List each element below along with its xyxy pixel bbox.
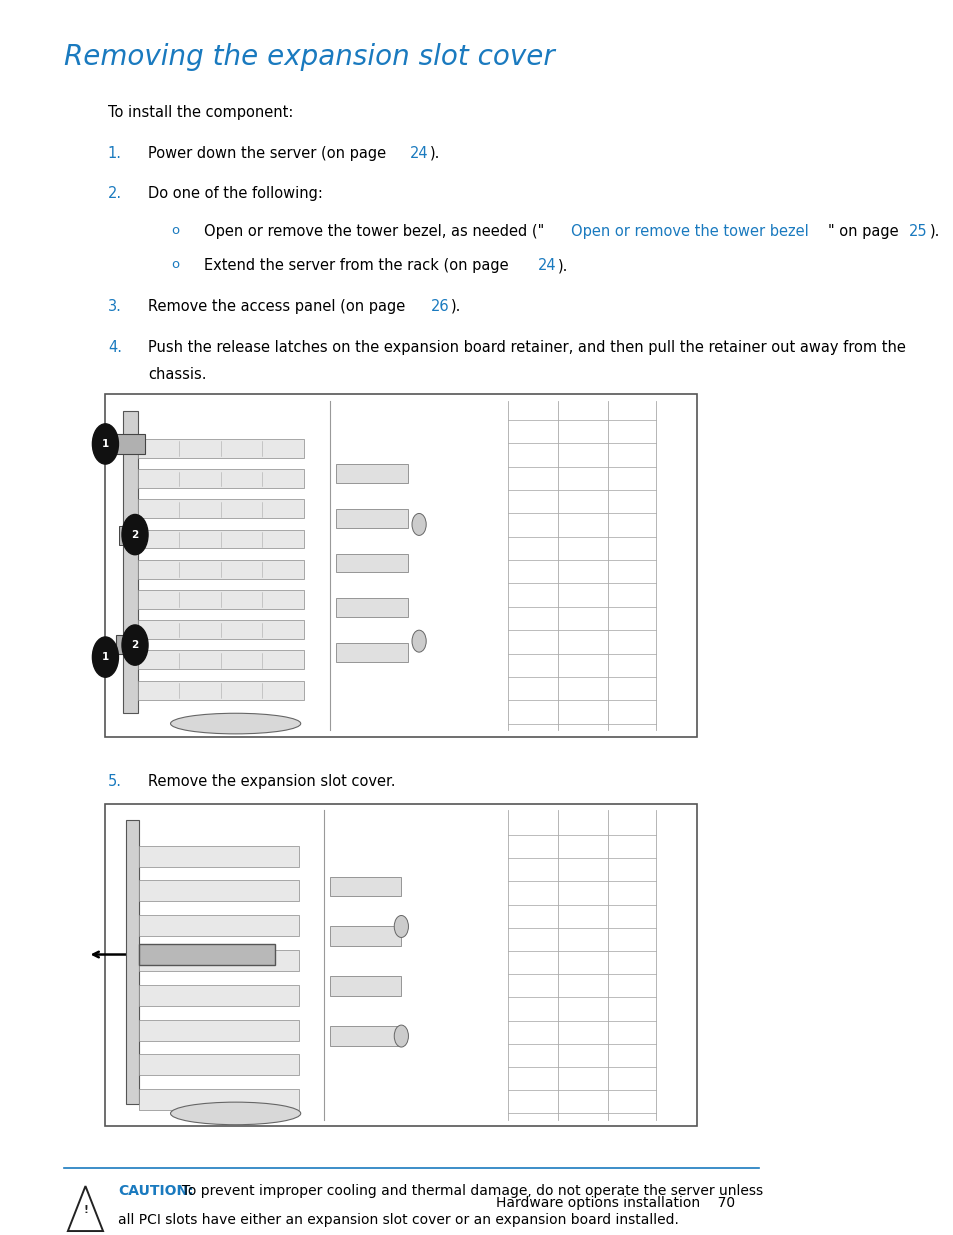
Bar xyxy=(335,464,408,483)
Bar xyxy=(138,469,303,488)
Ellipse shape xyxy=(171,1102,300,1125)
Text: 4.: 4. xyxy=(108,340,122,354)
Bar xyxy=(139,1020,298,1041)
Text: Power down the server (on page: Power down the server (on page xyxy=(148,146,390,161)
Text: Removing the expansion slot cover: Removing the expansion slot cover xyxy=(64,43,554,72)
Circle shape xyxy=(92,637,118,677)
Bar xyxy=(139,915,298,936)
Bar xyxy=(139,881,298,902)
Text: Remove the expansion slot cover.: Remove the expansion slot cover. xyxy=(148,774,395,789)
Text: Hardware options installation    70: Hardware options installation 70 xyxy=(496,1197,734,1210)
Text: 1: 1 xyxy=(102,652,109,662)
Text: 24: 24 xyxy=(537,258,556,273)
Text: 5.: 5. xyxy=(108,774,122,789)
Bar xyxy=(330,1026,401,1046)
Circle shape xyxy=(122,515,148,555)
Text: 2.: 2. xyxy=(108,186,122,201)
Bar xyxy=(330,877,401,895)
Bar xyxy=(139,984,298,1005)
Bar xyxy=(138,530,303,548)
Ellipse shape xyxy=(171,714,300,734)
Bar xyxy=(115,635,145,653)
Text: Open or remove the tower bezel, as needed (": Open or remove the tower bezel, as neede… xyxy=(203,224,543,238)
Bar xyxy=(106,394,697,737)
Bar xyxy=(139,945,274,966)
Bar xyxy=(138,590,303,609)
Text: 1: 1 xyxy=(102,438,109,450)
Text: all PCI slots have either an expansion slot cover or an expansion board installe: all PCI slots have either an expansion s… xyxy=(118,1213,679,1226)
Bar xyxy=(330,926,401,946)
Text: 3.: 3. xyxy=(108,299,122,314)
Circle shape xyxy=(412,514,426,536)
Bar xyxy=(139,950,298,971)
Circle shape xyxy=(394,915,408,937)
Circle shape xyxy=(412,630,426,652)
Text: ).: ). xyxy=(928,224,939,238)
Text: Push the release latches on the expansion board retainer, and then pull the reta: Push the release latches on the expansio… xyxy=(148,340,904,354)
Text: 26: 26 xyxy=(430,299,449,314)
Text: o: o xyxy=(172,224,180,237)
Bar xyxy=(118,526,142,545)
Text: ).: ). xyxy=(430,146,440,161)
Text: ).: ). xyxy=(558,258,568,273)
Text: CAUTION:: CAUTION: xyxy=(118,1184,193,1198)
Bar xyxy=(335,553,408,573)
Circle shape xyxy=(122,625,148,666)
Text: ).: ). xyxy=(451,299,460,314)
Bar xyxy=(335,598,408,618)
Bar xyxy=(335,643,408,662)
Text: !: ! xyxy=(83,1205,88,1215)
Text: 25: 25 xyxy=(908,224,927,238)
Bar xyxy=(139,1089,298,1110)
Text: Open or remove the tower bezel: Open or remove the tower bezel xyxy=(571,224,808,238)
Bar xyxy=(139,1055,298,1076)
Bar xyxy=(138,680,303,699)
Circle shape xyxy=(92,424,118,464)
Text: Remove the access panel (on page: Remove the access panel (on page xyxy=(148,299,409,314)
Bar xyxy=(138,499,303,519)
Text: 2: 2 xyxy=(132,530,138,540)
Bar xyxy=(123,411,138,714)
Text: " on page: " on page xyxy=(827,224,902,238)
Text: 1.: 1. xyxy=(108,146,122,161)
Text: 24: 24 xyxy=(410,146,428,161)
Text: To install the component:: To install the component: xyxy=(108,105,293,120)
Bar xyxy=(115,433,145,454)
Bar xyxy=(139,846,298,867)
Bar xyxy=(335,509,408,527)
Text: To prevent improper cooling and thermal damage, do not operate the server unless: To prevent improper cooling and thermal … xyxy=(172,1184,761,1198)
Text: Do one of the following:: Do one of the following: xyxy=(148,186,322,201)
Bar xyxy=(106,804,697,1126)
Circle shape xyxy=(394,1025,408,1047)
Bar xyxy=(138,651,303,669)
Bar xyxy=(126,820,139,1104)
Bar xyxy=(330,977,401,995)
Text: chassis.: chassis. xyxy=(148,367,206,382)
Text: o: o xyxy=(172,258,180,272)
Bar xyxy=(138,559,303,579)
Text: 2: 2 xyxy=(132,640,138,650)
Bar xyxy=(138,620,303,638)
Bar xyxy=(138,438,303,458)
Text: Extend the server from the rack (on page: Extend the server from the rack (on page xyxy=(203,258,513,273)
